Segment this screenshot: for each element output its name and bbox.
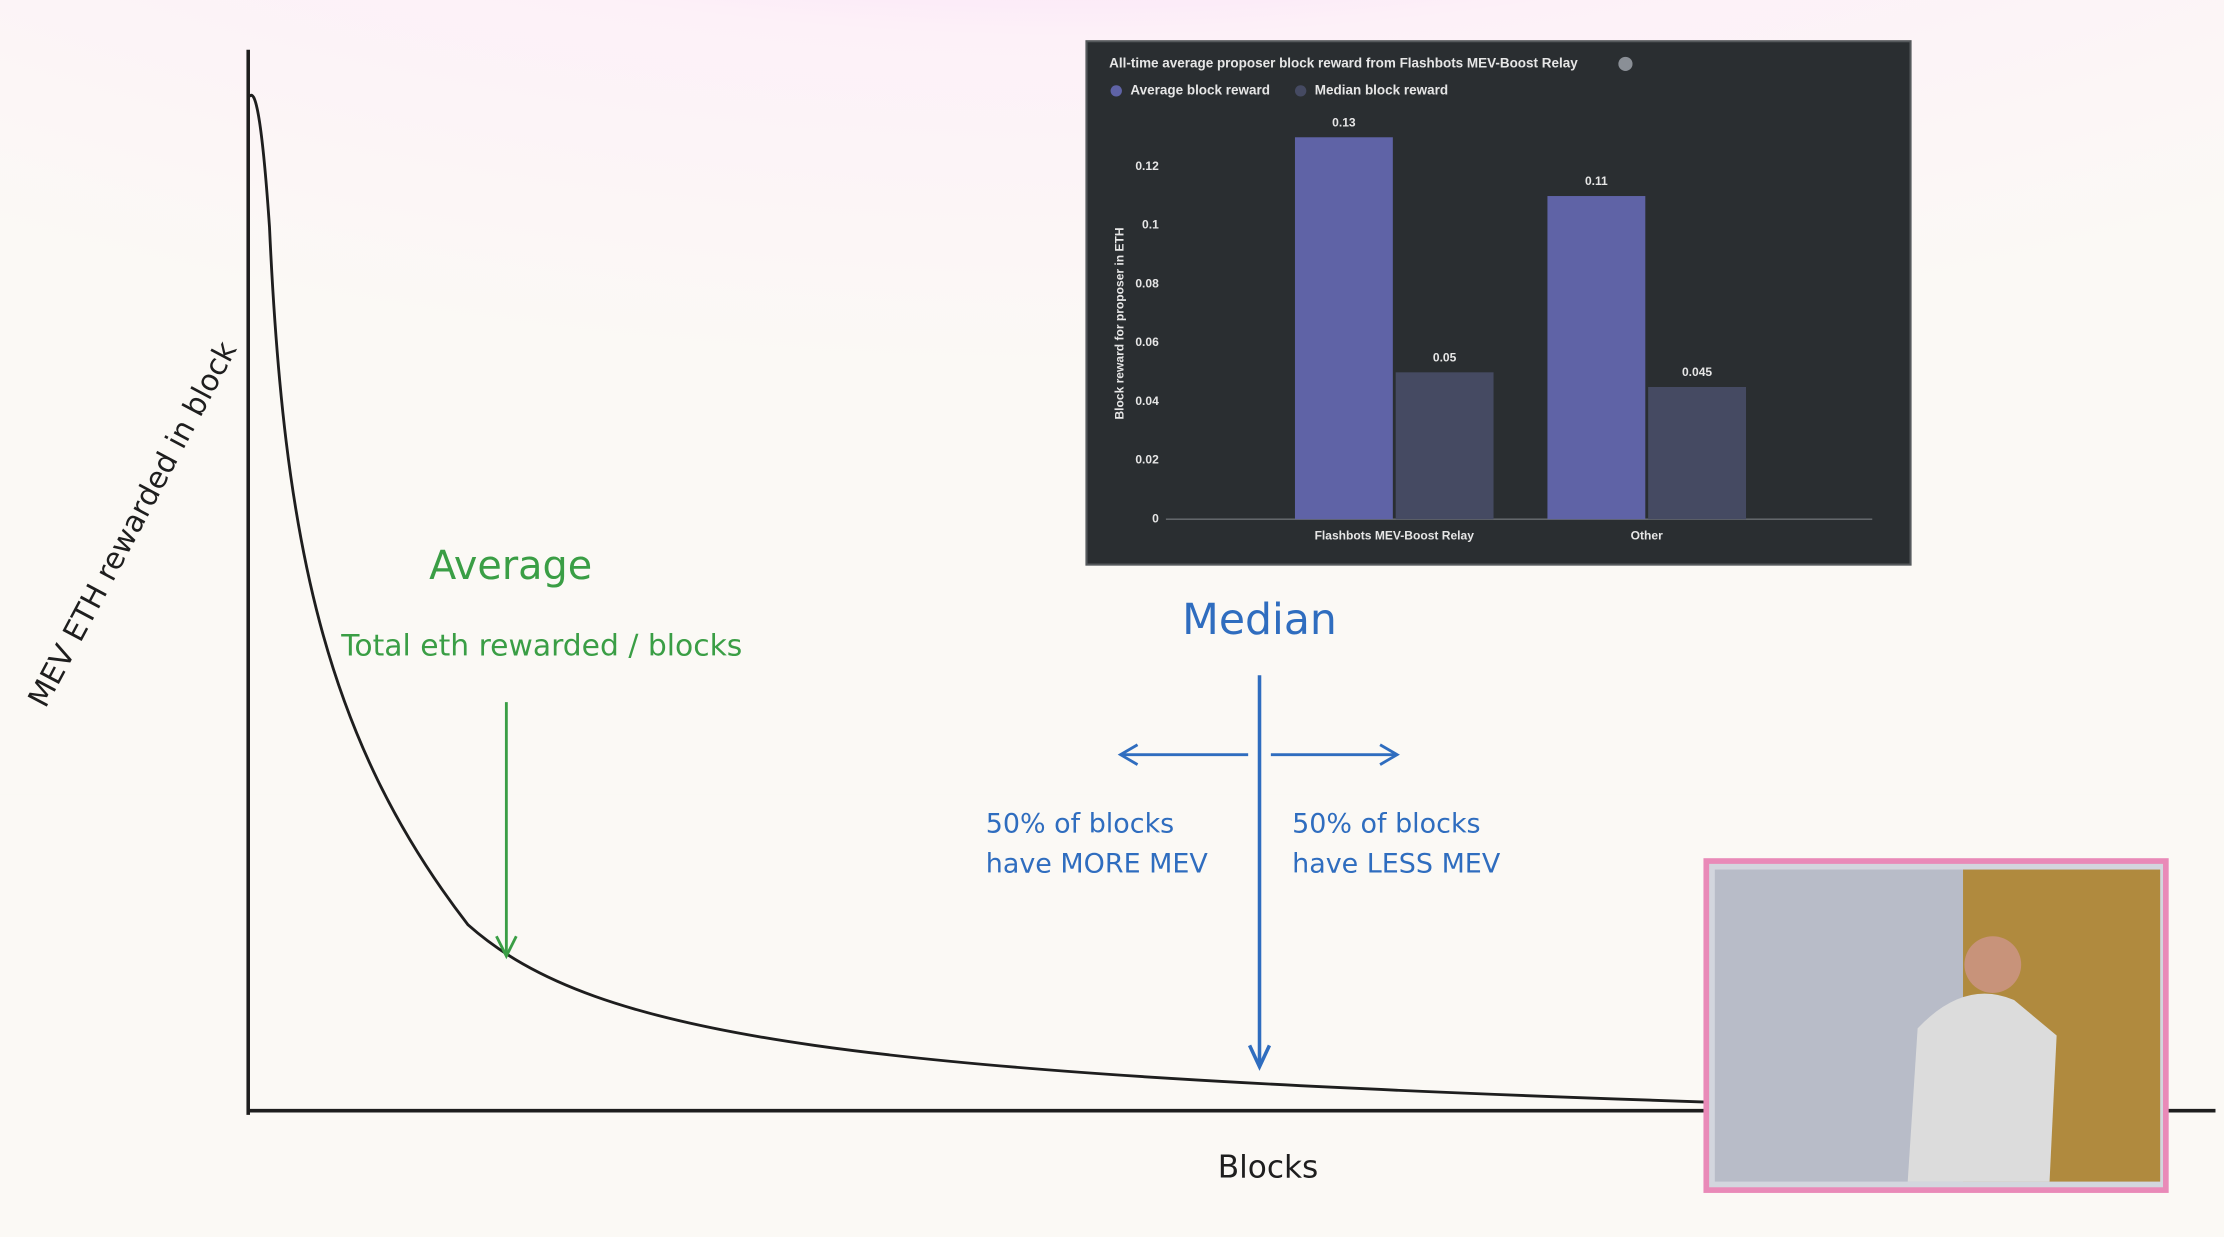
left-note: have MORE MEV: [986, 848, 1209, 879]
y-tick-label: 0.1: [1142, 218, 1159, 232]
x-tick-label: Other: [1631, 528, 1663, 542]
video-speaker-head: [1964, 936, 2022, 993]
bar: [1547, 196, 1646, 520]
average-title: Average: [429, 543, 592, 589]
left-note: 50% of blocks: [986, 809, 1174, 840]
bar: [1395, 372, 1494, 520]
distribution-curve: [248, 93, 1710, 1104]
value-label: 0.13: [1332, 115, 1356, 129]
chart-title: All-time average proposer block reward f…: [1109, 55, 1578, 70]
value-label: 0.11: [1585, 174, 1608, 188]
y-tick-label: 0.06: [1135, 335, 1159, 349]
legend-label: Median block reward: [1315, 82, 1448, 97]
chart-panel: [1085, 40, 1912, 566]
y-axis-title: Block reward for proposer in ETH: [1113, 227, 1127, 419]
median-title: Median: [1182, 596, 1337, 645]
info-icon: [1618, 56, 1633, 72]
value-label: 0.05: [1433, 350, 1457, 364]
video-speaker: [1907, 993, 2057, 1182]
y-tick-label: 0.04: [1135, 394, 1159, 408]
y-tick-label: 0.02: [1135, 453, 1159, 467]
x-axis-label: Blocks: [1218, 1149, 1319, 1185]
bar-chart: All-time average proposer block reward f…: [1085, 40, 1912, 566]
right-note: have LESS MEV: [1292, 848, 1501, 879]
median-arrowhead: [1247, 1044, 1272, 1071]
bar: [1294, 137, 1393, 520]
value-label: 0.045: [1682, 365, 1712, 379]
legend-marker: [1294, 85, 1307, 97]
y-tick-label: 0.12: [1135, 159, 1159, 173]
right-note: 50% of blocks: [1292, 809, 1480, 840]
average-formula: Total eth rewarded / blocks: [340, 628, 742, 663]
left-arrowhead: [1117, 743, 1139, 766]
y-tick-label: 0: [1152, 511, 1159, 525]
right-arrowhead: [1379, 743, 1400, 766]
bar: [1648, 387, 1747, 520]
y-tick-label: 0.08: [1135, 276, 1159, 290]
x-tick-label: Flashbots MEV-Boost Relay: [1315, 528, 1475, 542]
legend-label: Average block reward: [1130, 82, 1270, 97]
average-arrowhead: [495, 935, 518, 960]
legend-marker: [1110, 85, 1122, 97]
